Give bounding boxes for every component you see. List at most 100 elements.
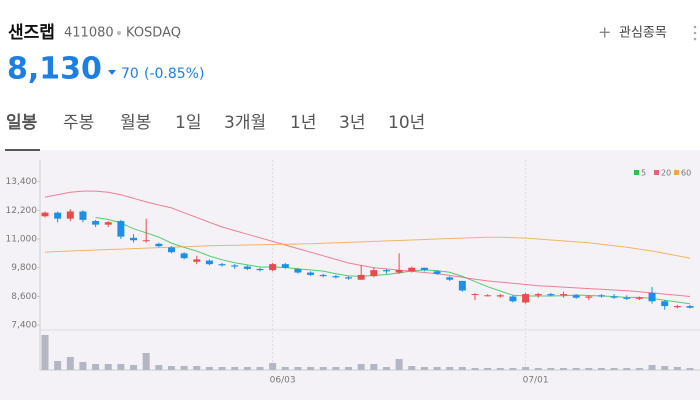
candle-body — [345, 277, 353, 279]
candle-body — [193, 259, 201, 262]
moving-average-line — [44, 236, 691, 259]
volume-bar — [420, 367, 428, 370]
candle-body — [294, 268, 302, 273]
volume-bar — [560, 368, 568, 370]
y-tick-label: 13,400 — [6, 177, 38, 187]
candle-body — [522, 294, 530, 303]
candle-body — [446, 277, 454, 280]
more-button[interactable] — [693, 25, 697, 41]
tab[interactable]: 일봉 — [6, 113, 38, 133]
candle-body — [433, 271, 441, 274]
change-pct: (-0.85%) — [144, 66, 204, 82]
watchlist-button[interactable]: + 관심종목 — [598, 23, 667, 42]
volume-bar — [79, 362, 87, 370]
candle-body — [635, 297, 643, 299]
candle-body — [648, 292, 656, 302]
volume-bar — [130, 365, 138, 370]
tab[interactable]: 3개월 — [224, 113, 266, 133]
legend-swatch — [674, 170, 679, 175]
candle-body — [218, 264, 226, 266]
candle-body — [269, 264, 277, 271]
candle-body — [534, 294, 542, 296]
volume-bar — [307, 367, 315, 370]
volume-bar — [686, 368, 694, 370]
candle-body — [130, 237, 138, 241]
legend-swatch — [654, 170, 659, 175]
volume-bar — [597, 368, 605, 370]
y-tick-label: 7,400 — [11, 321, 37, 331]
volume-bar — [610, 368, 618, 370]
candle-body — [560, 294, 568, 296]
volume-bar — [117, 364, 125, 370]
candle-body — [54, 212, 62, 219]
legend-label: 5 — [641, 169, 646, 178]
down-arrow — [108, 70, 116, 75]
candle-body — [117, 221, 125, 237]
stock-code: 411080 — [64, 26, 114, 41]
candle-body — [395, 270, 403, 273]
candle-body — [597, 295, 605, 297]
change: 70 — [121, 66, 139, 82]
candle-body — [66, 211, 74, 219]
candle-body — [180, 253, 188, 259]
volume-bar — [446, 367, 454, 370]
volume-bar — [256, 367, 264, 370]
volume-bar — [509, 368, 517, 370]
y-tick-label: 9,800 — [11, 263, 37, 273]
volume-bar — [496, 368, 504, 370]
candle-body — [496, 295, 504, 297]
candle-body — [686, 306, 694, 308]
y-tick-label: 12,200 — [6, 206, 38, 216]
market: KOSDAQ — [126, 26, 181, 41]
candle-body — [585, 296, 593, 298]
volume-bar — [319, 367, 327, 370]
volume-bar — [408, 366, 416, 370]
volume-bar — [673, 367, 681, 370]
moving-average-line — [95, 217, 691, 305]
candle-body — [458, 280, 466, 291]
candle-body — [420, 267, 428, 271]
volume-bar — [345, 367, 353, 370]
tab[interactable]: 월봉 — [120, 113, 151, 133]
tab[interactable]: 10년 — [388, 113, 425, 133]
tab[interactable]: 1일 — [175, 113, 201, 133]
legend-label: 20 — [661, 169, 671, 178]
x-tick-label: 06/03 — [270, 376, 296, 386]
volume-bar — [433, 367, 441, 370]
candle-body — [205, 260, 213, 265]
tab[interactable]: 1년 — [290, 113, 316, 133]
volume-bar — [54, 361, 62, 370]
tab[interactable]: 3년 — [339, 113, 365, 133]
volume-bar — [458, 367, 466, 370]
tab[interactable]: 주봉 — [63, 113, 94, 133]
volume-bar — [281, 367, 289, 370]
volume-bar — [66, 357, 74, 370]
candle-body — [382, 270, 390, 272]
volume-bar — [648, 365, 656, 370]
volume-bar — [534, 368, 542, 370]
y-tick-label: 11,000 — [6, 235, 38, 245]
candle-body — [471, 294, 479, 296]
candle-body — [610, 296, 618, 298]
plus-icon: + — [598, 23, 611, 42]
candle-body — [142, 240, 150, 242]
candle-body — [408, 267, 416, 272]
volume-bar — [167, 366, 175, 370]
volume-bar — [572, 368, 580, 370]
candle-body — [547, 294, 555, 296]
volume-bar — [623, 368, 631, 370]
candle-body — [370, 270, 378, 277]
y-tick-label: 8,600 — [11, 292, 37, 302]
candle-body — [92, 221, 100, 225]
volume-bar — [484, 368, 492, 370]
watchlist-label: 관심종목 — [619, 26, 667, 41]
candle-body — [167, 247, 175, 253]
candle-body — [332, 276, 340, 278]
candle-body — [572, 295, 580, 298]
price: 8,130 — [7, 52, 102, 87]
volume-bar — [357, 364, 365, 370]
volume-bar — [382, 367, 390, 370]
moving-average-line — [44, 190, 691, 297]
volume-bar — [218, 367, 226, 370]
